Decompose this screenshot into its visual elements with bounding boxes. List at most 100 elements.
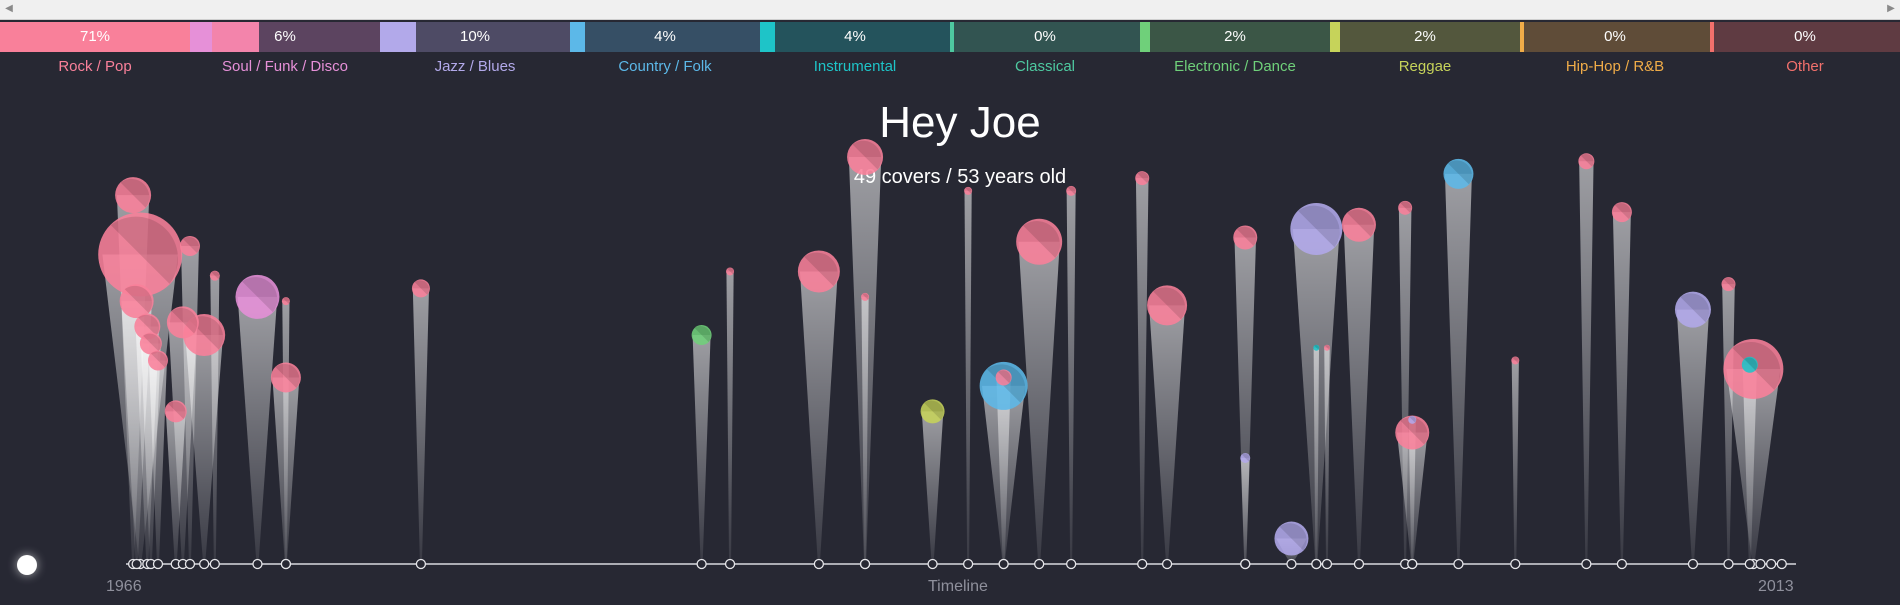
timeline-cover-dot[interactable] [1065, 558, 1077, 570]
timeline-cover-dot[interactable] [1161, 558, 1173, 570]
timeline-cover-dot[interactable] [1034, 558, 1045, 570]
timeline-cover-dot[interactable] [1353, 558, 1365, 570]
genre-label[interactable]: Jazz / Blues [434, 58, 516, 75]
timeline-cover-dot[interactable] [1510, 558, 1521, 570]
genre-label[interactable]: Hip-Hop / R&B [1565, 58, 1665, 75]
timeline-cover-dot[interactable] [1765, 558, 1777, 570]
cover-bubble[interactable] [726, 267, 735, 276]
cover-bubble[interactable] [1408, 415, 1417, 424]
timeline-cover-dot[interactable] [1755, 558, 1766, 570]
cover-bubble[interactable] [691, 325, 712, 346]
cover-bubble[interactable] [1578, 153, 1595, 170]
timeline-cover-dot[interactable] [199, 558, 210, 570]
genre-label[interactable]: Soul / Funk / Disco [222, 58, 348, 75]
cover-bubble[interactable] [1290, 203, 1343, 256]
cover-bubble[interactable] [1341, 207, 1376, 242]
cover-bubble[interactable] [411, 279, 430, 298]
cover-bubble[interactable] [235, 274, 280, 319]
cover-bubble[interactable] [1443, 158, 1474, 189]
cover-bubble[interactable] [1274, 521, 1309, 556]
timeline-cover-dot[interactable] [927, 558, 938, 570]
genre-label[interactable]: Classical [1014, 58, 1075, 75]
timeline-cover-dot[interactable] [1240, 558, 1251, 570]
cover-bubble[interactable] [847, 138, 884, 175]
cover-bubble[interactable] [1016, 218, 1063, 265]
genre-segment[interactable]: 10% [380, 22, 570, 52]
cover-bubble[interactable] [98, 212, 183, 297]
timeline-cover-dot[interactable] [1321, 558, 1333, 570]
timeline-cover-dot[interactable] [209, 558, 220, 570]
genre-segment[interactable]: 4% [760, 22, 950, 52]
cover-bubble[interactable] [1674, 291, 1711, 328]
cover-bubble[interactable] [1066, 185, 1077, 196]
timeline-cover-dot[interactable] [415, 558, 427, 570]
genre-segment[interactable]: 2% [1330, 22, 1520, 52]
cover-bubble[interactable] [861, 292, 870, 301]
timeline-cover-dot[interactable] [724, 558, 736, 570]
cover-bubble[interactable] [139, 332, 162, 355]
cover-bubble[interactable] [1611, 202, 1632, 223]
genre-segment[interactable]: 0% [1710, 22, 1900, 52]
cover-bubble[interactable] [115, 177, 152, 214]
timeline-cover-dot[interactable] [1687, 558, 1699, 570]
cover-bubble[interactable] [1395, 415, 1430, 450]
genre-segment[interactable]: 71% [0, 22, 259, 52]
genre-segment[interactable]: 0% [950, 22, 1140, 52]
cover-bubble[interactable] [1240, 453, 1251, 463]
cover-bubble[interactable] [979, 361, 1028, 410]
timeline-cover-dot[interactable] [252, 558, 263, 570]
cover-bubble[interactable] [147, 350, 168, 371]
timeline-cover-dot[interactable] [1137, 558, 1148, 570]
genre-segment[interactable]: 6% [190, 22, 380, 52]
timeline-cover-dot[interactable] [998, 558, 1009, 570]
scroll-right-icon[interactable]: ▶ [1887, 3, 1895, 14]
cover-bubble[interactable] [166, 306, 199, 339]
cover-bubble[interactable] [1147, 285, 1188, 326]
timeline-cover-dot[interactable] [1616, 558, 1628, 570]
genre-label[interactable]: Electronic / Dance [1174, 58, 1296, 75]
genre-label[interactable]: Country / Folk [618, 58, 712, 75]
timeline-cover-dot[interactable] [859, 558, 871, 570]
cover-bubble[interactable] [995, 369, 1012, 386]
genre-segment[interactable]: 2% [1140, 22, 1330, 52]
cover-bubble[interactable] [209, 270, 220, 281]
timeline-cover-dot[interactable] [1286, 558, 1297, 570]
timeline-cover-dot[interactable] [1407, 558, 1418, 570]
play-button[interactable] [17, 555, 37, 575]
genre-segment[interactable]: 4% [570, 22, 760, 52]
timeline-cover-dot[interactable] [1723, 558, 1734, 570]
cover-bubble[interactable] [1741, 356, 1758, 373]
cover-bubble[interactable] [920, 399, 945, 424]
cover-bubble[interactable] [1721, 277, 1736, 292]
genre-label[interactable]: Rock / Pop [58, 58, 132, 75]
cover-bubble[interactable] [1313, 344, 1320, 351]
timeline-cover-dot[interactable] [1311, 558, 1322, 570]
timeline-cover-dot[interactable] [1581, 558, 1592, 570]
genre-label[interactable]: Instrumental [813, 58, 897, 75]
cover-bubble[interactable] [179, 236, 200, 256]
cover-bubble[interactable] [281, 297, 290, 306]
timeline-cover-dot[interactable] [1453, 558, 1464, 570]
cover-bubble[interactable] [1135, 171, 1150, 186]
cover-bubble[interactable] [270, 362, 301, 393]
cover-bubble[interactable] [964, 186, 973, 195]
genre-label[interactable]: Reggae [1398, 58, 1452, 75]
cover-bubble[interactable] [1511, 356, 1520, 365]
timeline-cover-dot[interactable] [152, 558, 164, 570]
timeline-cover-dot[interactable] [962, 558, 974, 570]
timeline-cover-dot[interactable] [280, 558, 292, 570]
cover-bubble[interactable] [1323, 344, 1330, 351]
timeline-cover-dot[interactable] [696, 558, 707, 570]
cover-bubble[interactable] [1398, 200, 1413, 215]
timeline-cover-dot[interactable] [813, 558, 825, 570]
timeline-cover-dot[interactable] [1744, 558, 1755, 570]
timeline-cover-dot[interactable] [184, 558, 196, 570]
timeline-cover-dot[interactable] [1776, 558, 1787, 570]
timeline-cover-dot[interactable] [131, 558, 142, 570]
genre-label[interactable]: Other [1786, 58, 1824, 75]
cover-bubble[interactable] [797, 250, 840, 293]
horizontal-scrollbar[interactable]: ◀ ▶ [0, 0, 1900, 20]
cover-bubble[interactable] [164, 400, 187, 423]
genre-segment[interactable]: 0% [1520, 22, 1710, 52]
cover-bubble[interactable] [1233, 225, 1258, 250]
